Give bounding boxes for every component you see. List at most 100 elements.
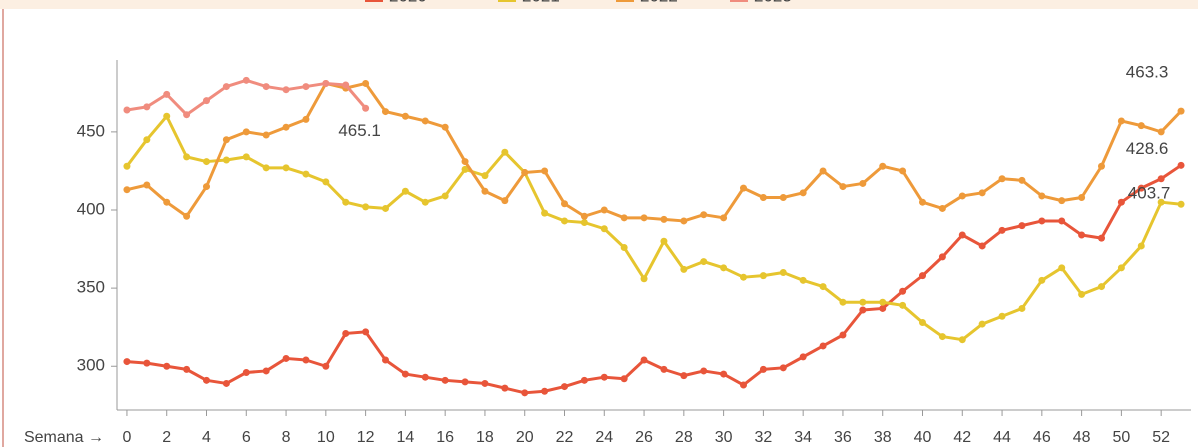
point (481, 172, 489, 180)
point (660, 365, 668, 373)
point (879, 304, 887, 312)
point (1137, 122, 1145, 130)
point (1038, 276, 1046, 284)
point (322, 362, 330, 370)
point (839, 298, 847, 306)
point (1038, 217, 1046, 225)
point (879, 162, 887, 170)
point (740, 381, 747, 389)
point (401, 112, 409, 120)
point (262, 131, 270, 139)
point (640, 356, 648, 364)
point (859, 179, 867, 187)
point (958, 192, 966, 200)
point (680, 217, 688, 225)
x-tick-label: 32 (754, 429, 772, 446)
point (481, 187, 489, 195)
point (779, 269, 787, 276)
point (1038, 192, 1046, 200)
point (163, 112, 171, 120)
point (899, 301, 907, 309)
x-tick-label: 42 (953, 429, 971, 446)
legend-swatch (498, 0, 516, 2)
point (998, 226, 1006, 234)
point (143, 359, 151, 367)
point (580, 376, 588, 384)
point (421, 373, 429, 381)
point (859, 306, 867, 314)
point (143, 103, 151, 111)
point (282, 164, 290, 172)
point (342, 329, 350, 337)
point (899, 287, 907, 295)
point (203, 376, 210, 384)
series-line (126, 81, 1183, 223)
point (700, 367, 708, 375)
point (859, 298, 867, 306)
point (1117, 198, 1125, 206)
point (1078, 290, 1086, 298)
point (342, 198, 350, 206)
legend-label: 2020 (389, 0, 427, 5)
point (441, 376, 449, 384)
point (382, 356, 389, 364)
point (123, 106, 131, 114)
x-tick-label: 34 (794, 429, 812, 446)
x-tick-label: 10 (317, 429, 335, 446)
point (1177, 200, 1185, 208)
y-tick-label: 350 (77, 278, 105, 297)
point (779, 364, 787, 372)
point (242, 128, 250, 136)
point (183, 365, 191, 373)
point (958, 231, 966, 239)
point (660, 237, 668, 245)
point (163, 362, 171, 370)
x-tick-label: 24 (595, 429, 613, 446)
point (700, 258, 708, 266)
point (203, 183, 210, 191)
point (620, 375, 628, 383)
point (461, 378, 469, 386)
point (1177, 107, 1185, 115)
value-label: 463.3 (1126, 63, 1169, 82)
point (461, 158, 469, 166)
y-tick-label: 400 (77, 199, 105, 218)
point (262, 83, 270, 91)
point (759, 272, 767, 280)
point (759, 194, 767, 201)
point (143, 136, 151, 144)
point (441, 123, 449, 131)
point (660, 215, 668, 223)
point (242, 76, 250, 84)
x-tick-label: 46 (1033, 429, 1051, 446)
point (222, 156, 230, 164)
point (580, 212, 588, 220)
point (640, 214, 648, 222)
legend-swatch (730, 0, 748, 2)
x-tick-label: 38 (874, 429, 892, 446)
point (501, 148, 509, 156)
point (700, 211, 708, 219)
point (322, 79, 330, 87)
point (382, 108, 389, 116)
point (978, 242, 986, 250)
point (879, 298, 887, 306)
point (720, 214, 728, 222)
point (362, 203, 370, 211)
point (978, 320, 986, 328)
point (561, 217, 568, 225)
point (302, 170, 310, 178)
point (680, 372, 688, 380)
point (899, 167, 907, 175)
point (203, 158, 210, 166)
point (998, 312, 1006, 320)
x-tick-label: 16 (436, 429, 454, 446)
legend-label: 2023 (754, 0, 792, 5)
point (819, 167, 827, 175)
x-tick-label: 26 (635, 429, 653, 446)
x-tick-label: 0 (122, 429, 131, 446)
point (222, 136, 230, 144)
point (481, 379, 489, 387)
legend-swatch (365, 0, 383, 2)
point (799, 189, 807, 197)
